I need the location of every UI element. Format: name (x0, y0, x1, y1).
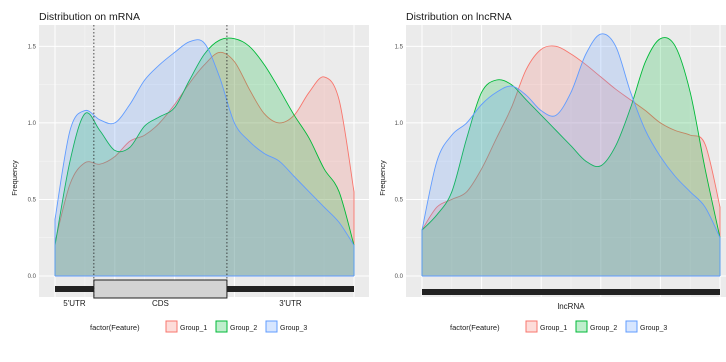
mrna-density-areas (54, 37, 355, 277)
region-label: 3'UTR (279, 299, 302, 308)
density-area-group-1 (55, 52, 354, 277)
legend-title: factor(Feature) (90, 323, 140, 332)
legend-title: factor(Feature) (450, 323, 500, 332)
region-label: lncRNA (557, 302, 585, 311)
density-area-group-3 (55, 39, 354, 277)
legend-key-group-2 (215, 320, 228, 333)
y-tick-label: 0.5 (28, 197, 37, 203)
mrna-chart-title: Distribution on mRNA (39, 11, 140, 23)
density-line-group-1 (54, 51, 355, 276)
lncrna-y-ticks: 0.0 0.5 1.0 1.5 (395, 44, 404, 280)
density-line-group-1 (421, 45, 721, 276)
legend-label: Group_1 (540, 325, 567, 332)
mrna-grid (39, 25, 369, 297)
region-track (422, 289, 720, 295)
y-tick-label: 1.5 (395, 44, 404, 50)
region-label: CDS (152, 299, 169, 308)
density-line-group-3 (54, 39, 355, 276)
density-line-group-2 (421, 37, 721, 276)
lncrna-distribution-panel: Distribution on lncRNA Frequency 0.0 0.5 1… (378, 11, 726, 311)
legend-key-group-2 (575, 320, 588, 333)
lncrna-density-areas (421, 33, 721, 277)
y-tick-label: 0.0 (395, 274, 404, 280)
legend-label: Group_3 (640, 325, 667, 332)
legend-key-group-1 (525, 320, 538, 333)
density-area-group-2 (55, 38, 354, 277)
cds-box (93, 279, 228, 299)
density-line-group-2 (54, 37, 355, 276)
density-area-group-2 (422, 37, 720, 276)
legend-label: Group_3 (280, 325, 307, 332)
density-area-group-3 (422, 33, 720, 276)
legend-label: Group_2 (590, 325, 617, 332)
y-tick-label: 1.0 (395, 121, 404, 127)
mrna-region-bar: 5'UTR CDS 3'UTR (55, 25, 354, 308)
legend-label: Group_2 (230, 325, 257, 332)
mrna-legend: factor(Feature) Group_1 Group_2 Group_3 (90, 320, 307, 333)
legend-label: Group_1 (180, 325, 207, 332)
y-tick-label: 1.5 (28, 44, 37, 50)
legend-key-group-3 (265, 320, 278, 333)
lncrna-y-axis-label: Frequency (378, 160, 387, 196)
lncrna-chart-title: Distribution on lncRNA (406, 11, 512, 23)
y-tick-label: 1.0 (28, 121, 37, 127)
region-label: 5'UTR (63, 299, 86, 308)
y-tick-label: 0.5 (395, 197, 404, 203)
mrna-distribution-panel: Distribution on mRNA Frequency 0.0 0.5 1.0… (10, 11, 369, 308)
legend-key-group-1 (165, 320, 178, 333)
y-tick-label: 0.0 (28, 274, 37, 280)
mrna-y-axis-label: Frequency (10, 160, 19, 196)
lncrna-region-bar: lncRNA (422, 289, 720, 311)
legend-key-group-3 (625, 320, 638, 333)
density-line-group-3 (421, 33, 721, 276)
mrna-y-ticks: 0.0 0.5 1.0 1.5 (28, 44, 37, 280)
lncrna-legend: factor(Feature) Group_1 Group_2 Group_3 (450, 320, 667, 333)
density-area-group-1 (422, 45, 720, 277)
